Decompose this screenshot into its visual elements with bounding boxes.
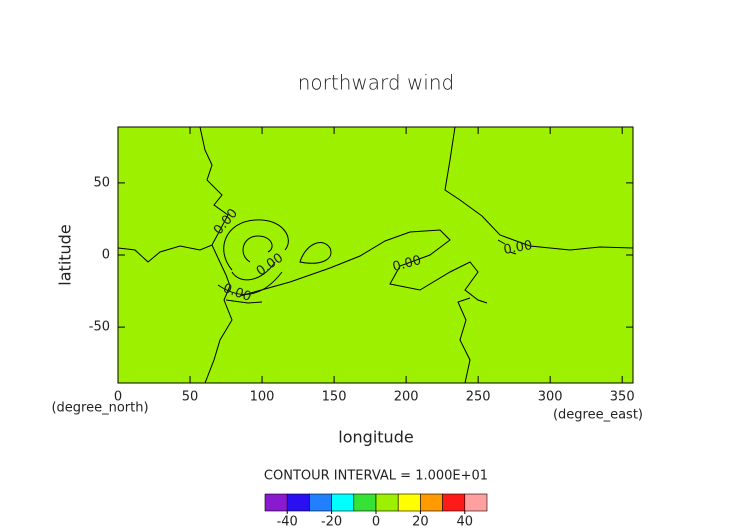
x-tick-label: 200 — [394, 390, 419, 405]
chart-title: northward wind — [298, 71, 454, 95]
contour-line — [299, 242, 332, 264]
colorbar-box — [397, 493, 421, 512]
colorbar-box — [420, 493, 443, 512]
contour-line — [225, 299, 263, 304]
contour-line — [223, 219, 289, 271]
x-tick-label: 300 — [538, 390, 563, 405]
colorbar-box — [309, 493, 332, 512]
contour-line — [444, 126, 634, 251]
colorbar-box — [375, 493, 399, 512]
colorbar-box — [353, 493, 377, 512]
y-unit: (degree_north) — [51, 401, 148, 416]
field — [118, 127, 633, 383]
x-tick-label: 50 — [182, 390, 199, 405]
x-tick-label: 0 — [114, 390, 122, 405]
contour-interval: CONTOUR INTERVAL = 1.000E+01 — [264, 469, 488, 484]
colorbar-tick-label: 0 — [372, 515, 380, 530]
colorbar-tick-label: 20 — [412, 515, 429, 530]
contour-line — [231, 261, 276, 281]
x-tick-label: 100 — [250, 390, 275, 405]
contour-line — [117, 244, 219, 263]
contour-line — [497, 239, 517, 255]
colorbar-tick-label: -40 — [277, 515, 298, 530]
colorbar-box — [264, 493, 288, 512]
contour-line — [239, 229, 488, 304]
x-tick-label: 250 — [466, 390, 491, 405]
contour-label: 0.00 — [502, 238, 533, 258]
y-tick-label: -50 — [89, 320, 110, 335]
y-tick-label: 50 — [93, 175, 110, 190]
colorbar-tick-label: 40 — [457, 515, 474, 530]
colorbar-box — [442, 493, 466, 512]
y-axis-label: latitude — [56, 224, 75, 285]
x-tick-label: 150 — [322, 390, 347, 405]
contour-line — [199, 126, 229, 246]
colorbar-box — [331, 493, 355, 512]
colorbar-box — [464, 493, 488, 512]
x-unit: (degree_east) — [553, 408, 643, 423]
x-axis-label: longitude — [338, 428, 413, 447]
colorbar-tick-label: -20 — [321, 515, 342, 530]
contour-line — [204, 257, 233, 384]
y-tick-label: 0 — [102, 248, 110, 263]
colorbar-box — [286, 493, 310, 512]
contour-label: 0.00 — [391, 253, 423, 275]
contour-line — [457, 297, 471, 384]
x-tick-label: 350 — [610, 390, 635, 405]
contour-line — [217, 271, 283, 295]
contour-line — [242, 235, 273, 263]
